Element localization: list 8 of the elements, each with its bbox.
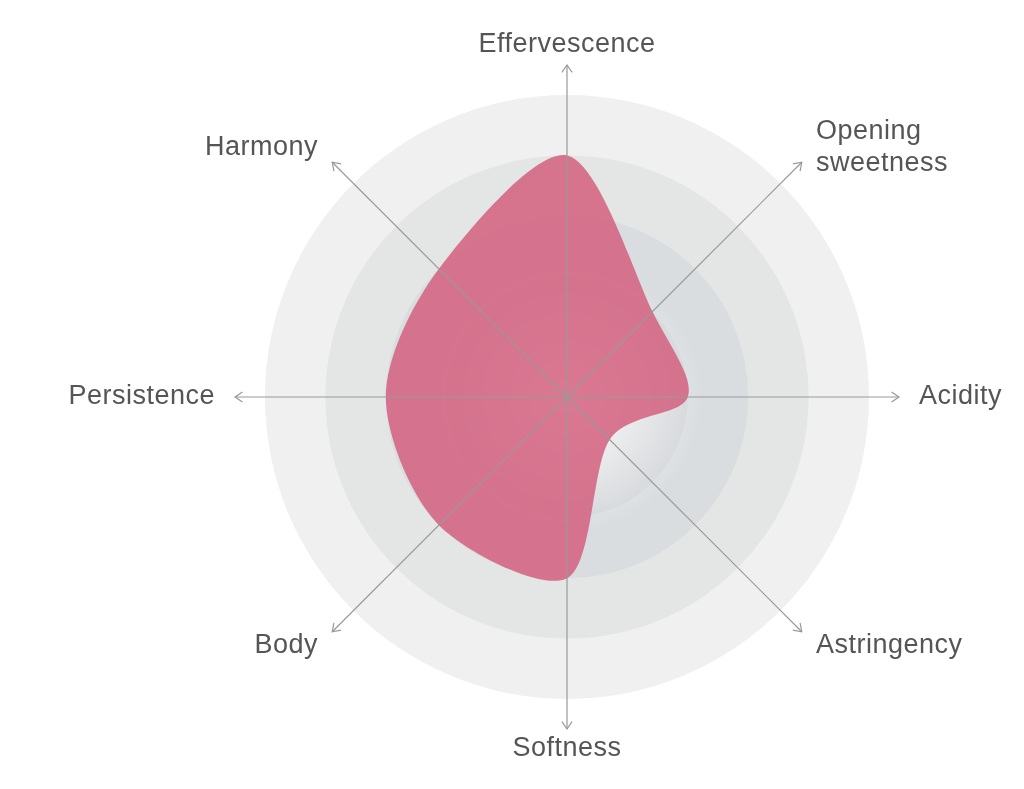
spoke-label: Persistence — [68, 380, 215, 411]
spoke-label: Opening sweetness — [815, 115, 948, 178]
spoke-label: Astringency — [815, 629, 963, 660]
spoke-label: Effervescence — [478, 28, 656, 59]
spoke-label: Softness — [512, 732, 622, 763]
spoke-label: Body — [254, 629, 319, 660]
spoke-label: Acidity — [919, 380, 1003, 411]
spoke-label: Harmony — [205, 131, 319, 162]
